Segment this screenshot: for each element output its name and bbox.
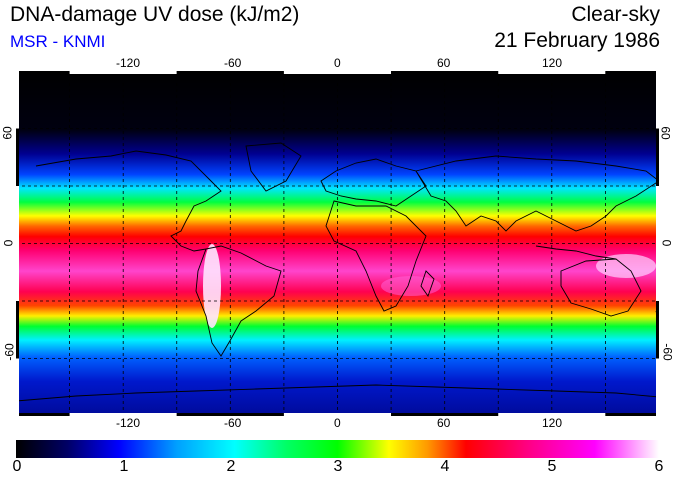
lat-tick-right-60: 60 — [658, 126, 673, 140]
coast-africa — [325, 200, 427, 312]
sky-condition-label: Clear-sky — [571, 3, 660, 26]
coast-indonesia — [535, 245, 617, 260]
coast-antarctica — [16, 384, 659, 402]
lon-tick-bottom-minus60: -60 — [224, 416, 242, 430]
colorbar-label-0: 0 — [12, 458, 22, 475]
australia-high-uv-patch — [596, 254, 656, 278]
date-label: 21 February 1986 — [494, 29, 660, 52]
coast-greenland — [245, 142, 302, 192]
lat-tick-right-0: 0 — [659, 239, 674, 247]
coast-europe — [320, 158, 427, 207]
lat-tick-right-minus60: -60 — [660, 343, 675, 361]
colorbar — [16, 440, 659, 458]
map-frame-border — [16, 71, 659, 416]
lon-tick-top-120: 120 — [542, 56, 563, 70]
colorbar-label-1: 1 — [119, 458, 129, 475]
colorbar-label-5: 5 — [547, 458, 557, 475]
andes-high-uv-patch — [203, 244, 221, 328]
lat-tick-left-60: 60 — [0, 126, 15, 140]
coastlines — [16, 142, 659, 402]
coast-madagascar — [420, 270, 435, 297]
lon-tick-bottom-120: 120 — [542, 416, 563, 430]
lon-tick-top-minus120: -120 — [116, 56, 141, 70]
colorbar-label-6: 6 — [654, 458, 664, 475]
colorbar-gradient — [16, 440, 659, 458]
lon-tick-bottom-minus120: -120 — [116, 416, 141, 430]
colorbar-label-3: 3 — [333, 458, 343, 475]
lon-tick-top-minus60: -60 — [224, 56, 242, 70]
source-label: MSR - KNMI — [10, 32, 106, 51]
colorbar-label-2: 2 — [226, 458, 236, 475]
coast-north-america — [35, 150, 222, 252]
uv-dose-map — [16, 71, 659, 416]
lat-tick-left-minus60: -60 — [2, 343, 17, 361]
coast-asia — [415, 155, 659, 232]
lat-tick-left-0: 0 — [1, 239, 16, 247]
graticule — [16, 71, 659, 416]
coast-south-america — [195, 245, 282, 357]
map-title: DNA-damage UV dose (kJ/m2) — [10, 3, 300, 26]
colorbar-label-4: 4 — [440, 458, 450, 475]
lon-tick-bottom-0: 0 — [334, 416, 341, 430]
lon-tick-top-0: 0 — [334, 56, 341, 70]
southern-africa-high-uv-patch — [381, 276, 441, 296]
lon-tick-bottom-60: 60 — [437, 416, 451, 430]
lon-tick-top-60: 60 — [437, 56, 451, 70]
coast-australia — [560, 258, 642, 317]
